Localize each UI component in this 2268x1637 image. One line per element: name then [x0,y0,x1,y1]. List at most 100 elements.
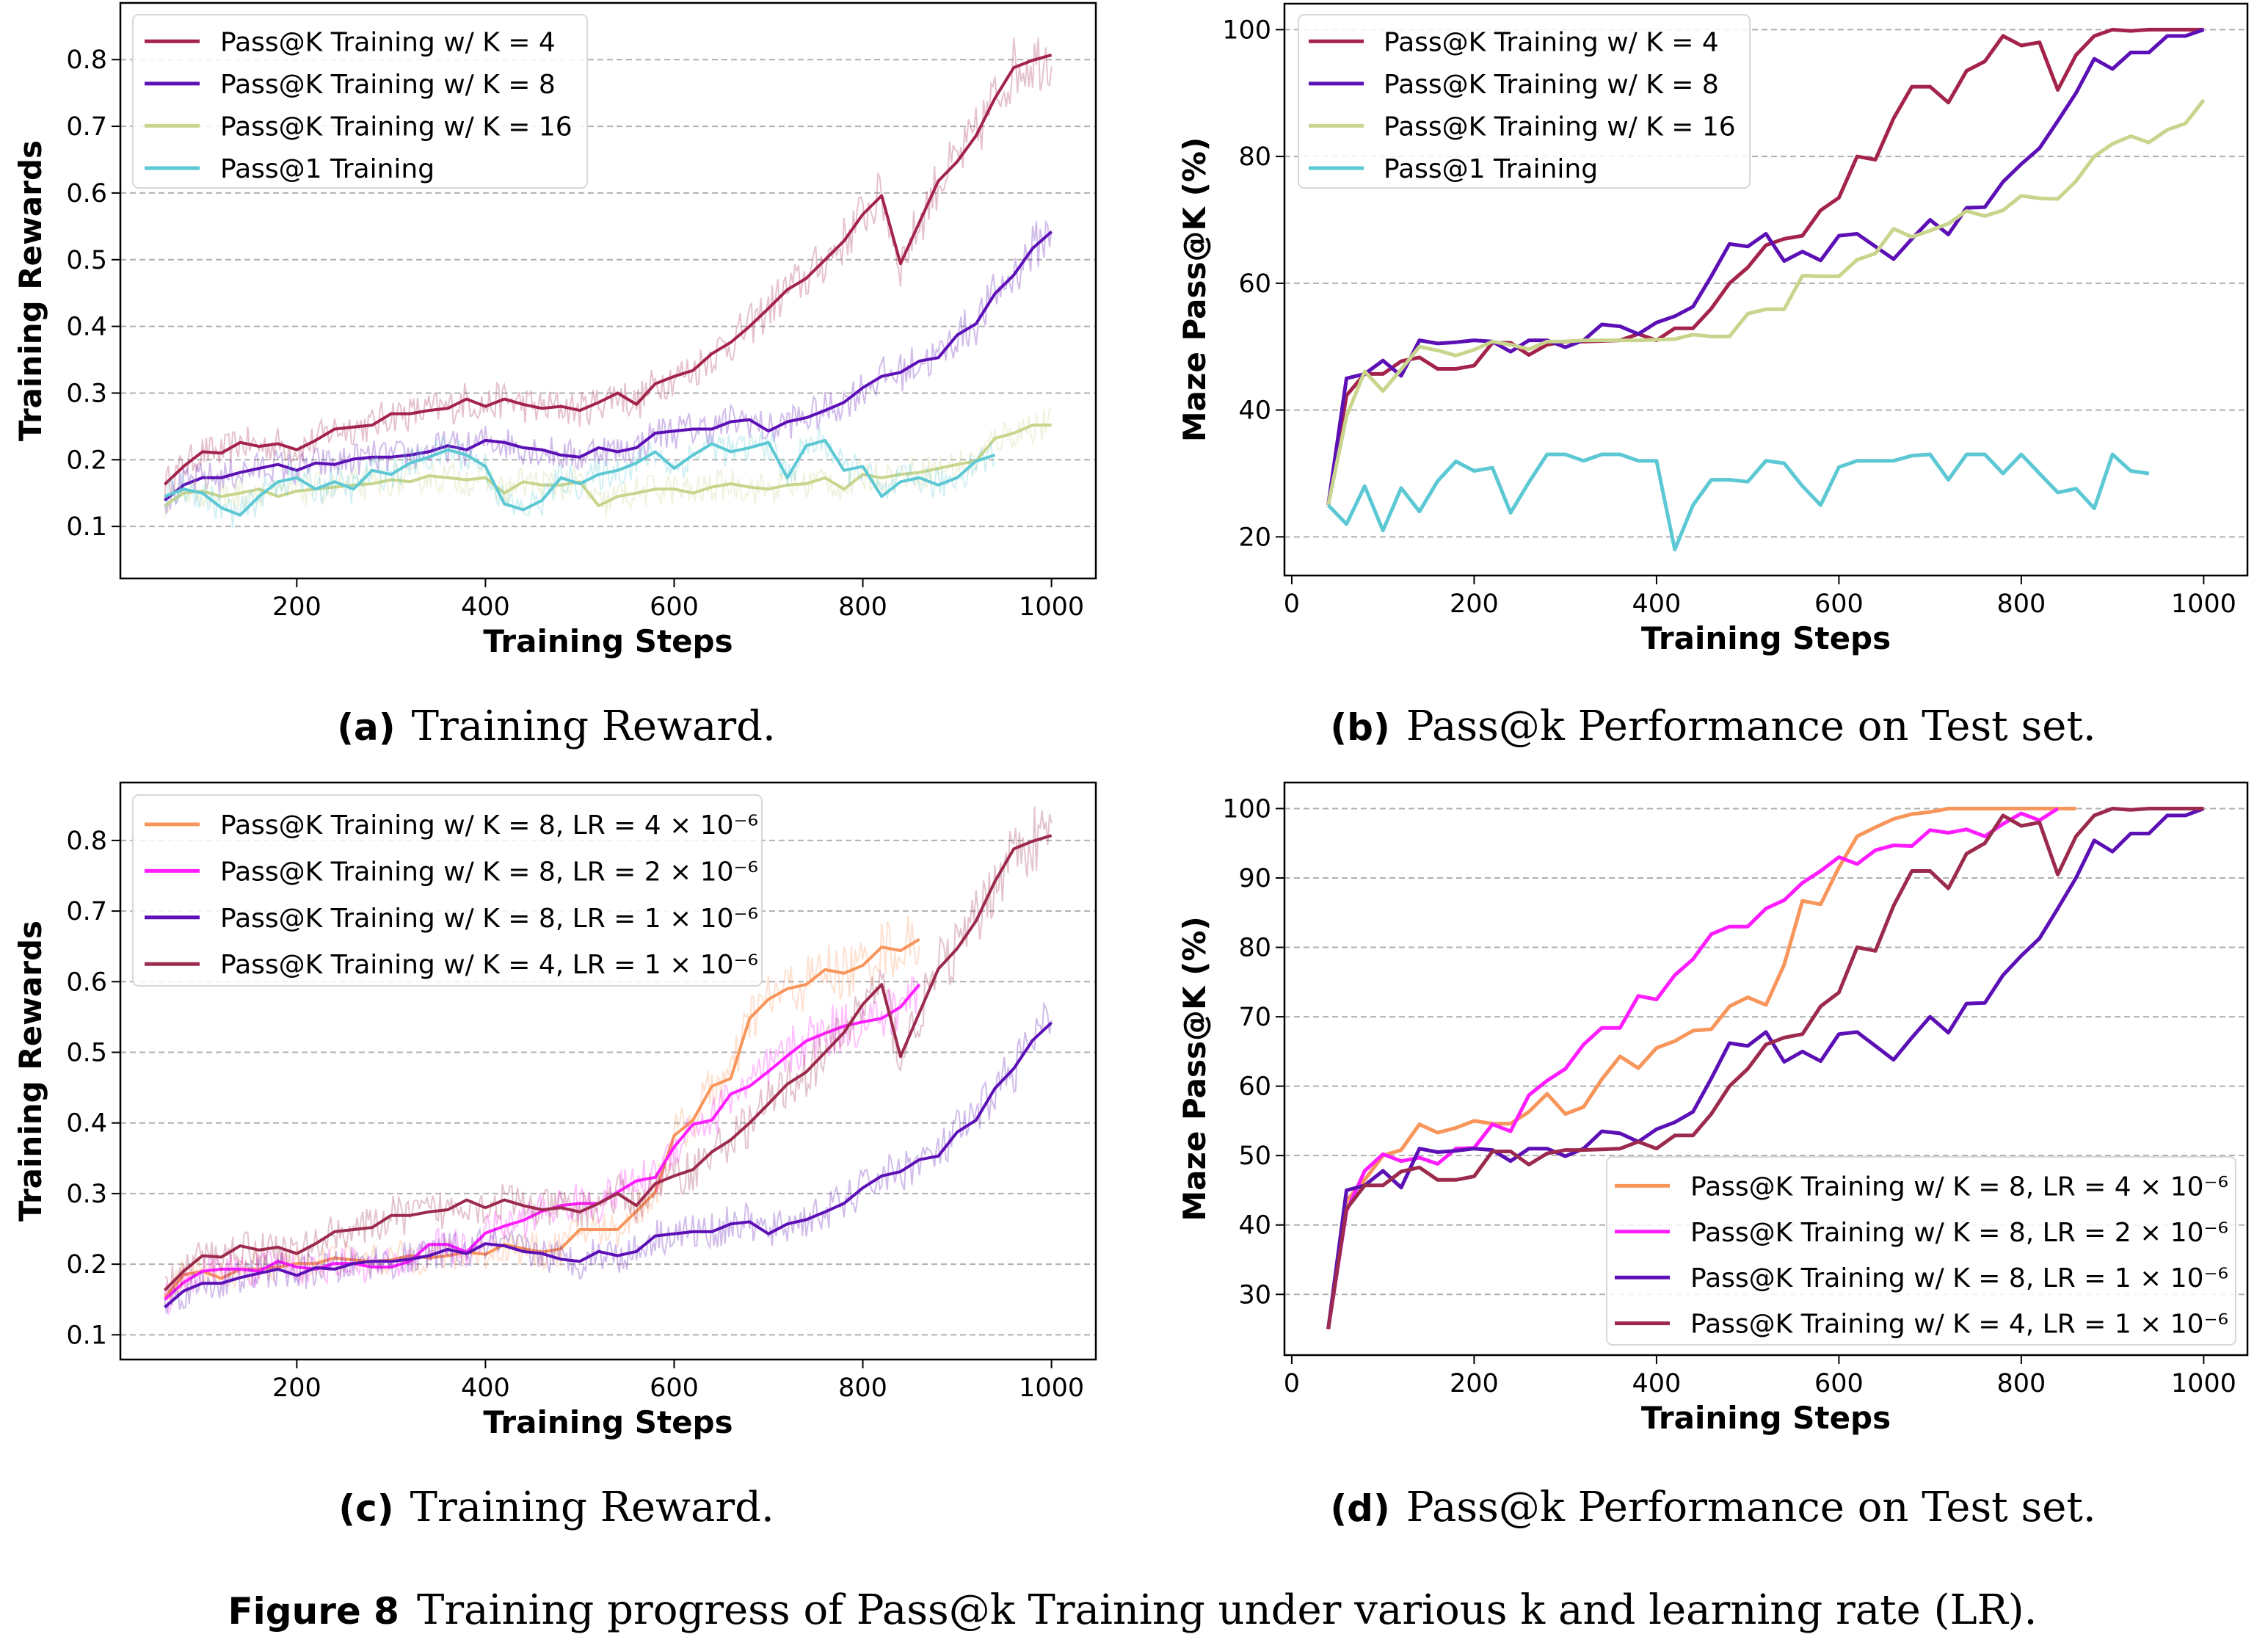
subfigure-caption-text: Training Reward. [412,703,776,750]
y-tick-label: 0.1 [66,512,107,542]
series-line [1326,807,2204,1329]
axes-frame [1283,781,2249,1357]
y-tick-label: 0.2 [66,1250,107,1280]
series-group [163,806,1053,1316]
figure-caption: Figure 8 Training progress of Pass@k Tra… [228,1586,2038,1634]
legend-label: Pass@K Training w/ K = 8, LR = 4 × 10⁻⁶ [1690,1172,2228,1202]
y-tick-label: 80 [1238,142,1271,172]
subfigure-caption-text: Pass@k Performance on Test set. [1406,1484,2096,1531]
legend-label: Pass@1 Training [1384,154,1598,184]
legend-label: Pass@1 Training [220,154,435,184]
y-tick-label: 0.6 [66,968,107,997]
x-tick-label: 800 [1996,1369,2046,1398]
series-raw-line [164,407,1052,518]
figure-caption-label: Figure 8 [228,1590,399,1633]
legend: Pass@K Training w/ K = 4 Pass@K Training … [1298,14,1751,189]
legend-label: Pass@K Training w/ K = 8, LR = 1 × 10⁻⁶ [220,904,758,934]
legend-box [1298,14,1751,189]
series-line [164,1021,1053,1309]
y-axis-label: Training Rewards [12,921,48,1222]
y-tick-label: 0.5 [66,1039,107,1068]
y-tick-label: 0.8 [66,827,107,856]
subfigure-caption-text: Pass@k Performance on Test set. [1406,703,2096,750]
x-axis-label: Training Steps [1641,620,1891,656]
subfigure-caption: (b) Pass@k Performance on Test set. [1330,703,2096,750]
series-line [1326,452,2150,552]
legend-box [132,14,588,189]
chart-panel-c: 0.1 0.2 0.3 0.4 0.5 0.6 0.7 0.8 200 400 600 800 1000… [12,781,1097,1531]
series-line [163,937,920,1299]
y-tick-label: 0.3 [66,379,107,408]
subfigure-caption: (d) Pass@k Performance on Test set. [1330,1484,2096,1531]
x-axis-label: Training Steps [1641,1400,1891,1436]
y-tick-label: 60 [1238,1072,1271,1102]
y-tick-label: 0.7 [66,897,107,926]
axes-frame [119,1,1097,580]
y-tick-label: 0.8 [66,46,107,75]
y-tick-label: 0.7 [66,112,107,142]
y-tick-label: 90 [1238,864,1271,893]
series-group [164,37,1053,529]
legend-label: Pass@K Training w/ K = 8, LR = 1 × 10⁻⁶ [1690,1263,2228,1293]
y-tick-label: 40 [1238,1211,1271,1241]
series-line [1326,27,2204,506]
y-tick-label: 0.1 [66,1321,107,1350]
series-line [163,834,1053,1292]
series-group [1326,27,2206,552]
y-tick-label: 0.4 [66,313,107,342]
y-tick-label: 30 [1238,1280,1271,1310]
x-tick-label: 800 [838,592,887,622]
subfigure-caption-text: Training Reward. [410,1484,774,1531]
x-tick-label: 0 [1284,1369,1300,1398]
figure-caption-text: Training progress of Pass@k Training und… [417,1586,2038,1634]
x-tick-label: 200 [272,592,321,622]
x-tick-label: 400 [461,592,510,622]
legend-label: Pass@K Training w/ K = 8 [220,70,556,100]
chart-panel-a: 0.1 0.2 0.3 0.4 0.5 0.6 0.7 0.8 200 400 600 800 1000… [12,1,1097,750]
series-raw-line [164,916,920,1306]
series-line [164,424,1052,507]
x-tick-label: 600 [1814,1369,1864,1398]
x-tick-label: 1000 [2171,1369,2236,1398]
x-tick-label: 800 [838,1373,887,1403]
series-line [1326,807,2205,1329]
axes-frame [1283,2,2249,577]
y-tick-label: 50 [1238,1141,1271,1171]
legend-label: Pass@K Training w/ K = 4, LR = 1 × 10⁻⁶ [1690,1310,2228,1340]
y-tick-label: 0.4 [66,1109,107,1139]
y-tick-label: 70 [1238,1003,1271,1032]
x-tick-label: 200 [1450,589,1499,619]
series-line [1326,28,2205,506]
legend-label: Pass@K Training w/ K = 4 [220,27,556,57]
series-raw-line [164,37,1053,498]
y-tick-label: 20 [1238,523,1271,552]
x-tick-label: 600 [650,1373,699,1403]
subfigure-caption: (c) Training Reward. [338,1484,774,1531]
series-line [164,53,1053,486]
y-tick-label: 0.2 [66,446,107,475]
x-axis-label: Training Steps [483,1404,733,1440]
y-tick-label: 0.6 [66,179,107,208]
y-tick-label: 80 [1238,934,1271,963]
x-tick-label: 400 [1632,1369,1682,1398]
series-line [1326,807,2059,1329]
series-raw-line [164,1001,1053,1314]
subfigure-caption-label: (d) [1330,1487,1390,1530]
series-line [164,438,996,517]
legend-label: Pass@K Training w/ K = 4 [1384,27,1719,57]
series-line [164,231,1053,502]
legend-label: Pass@K Training w/ K = 8, LR = 2 × 10⁻⁶ [220,857,758,887]
legend-box [1606,1156,2236,1346]
y-tick-label: 0.5 [66,246,107,275]
x-tick-label: 0 [1284,589,1300,619]
x-axis-label: Training Steps [483,623,733,659]
x-tick-label: 1000 [2171,589,2236,619]
y-axis-label: Maze Pass@K (%) [1177,916,1213,1221]
y-axis-label: Training Rewards [12,140,48,441]
y-tick-label: 100 [1222,794,1271,824]
series-line [1326,807,2076,1329]
legend-label: Pass@K Training w/ K = 8, LR = 2 × 10⁻⁶ [1690,1218,2228,1248]
